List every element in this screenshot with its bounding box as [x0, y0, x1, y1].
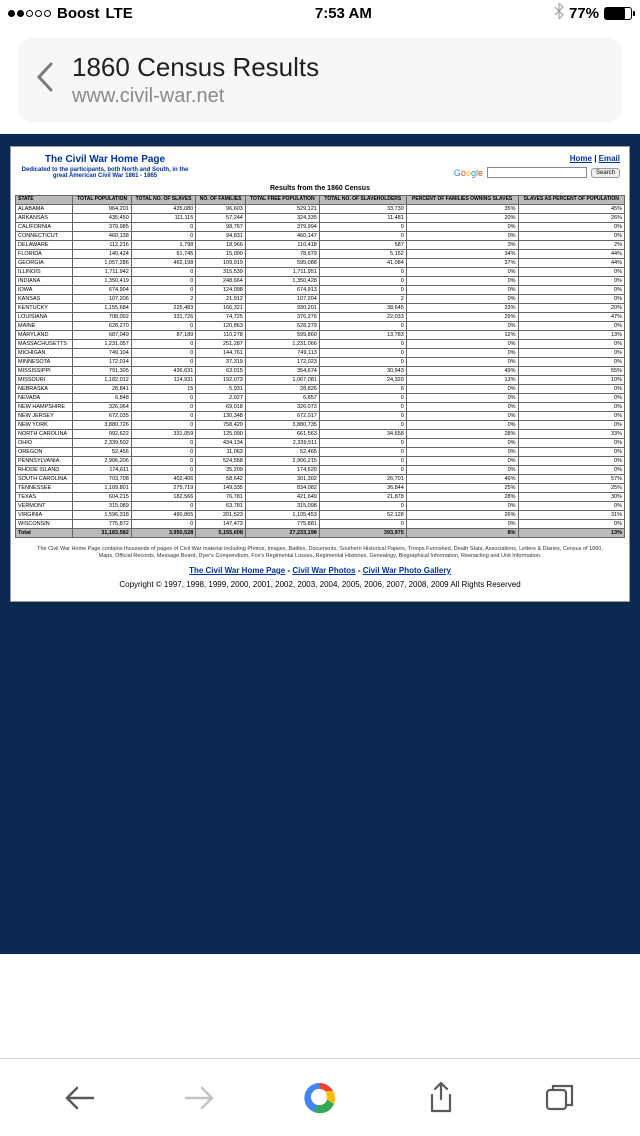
- table-row: KANSAS107,206221,912107,20420%0%: [16, 294, 625, 303]
- page-domain: www.civil-war.net: [72, 85, 319, 108]
- table-row: CONNECTICUT460,138094,831460,14700%0%: [16, 231, 625, 240]
- column-header: SLAVES AS PERCENT OF POPULATION: [518, 196, 624, 205]
- table-row: NEW HAMPSHIRE326,064069,018326,07300%0%: [16, 402, 625, 411]
- footer-links: The Civil War Home Page - Civil War Phot…: [15, 566, 625, 575]
- table-row: MINNESOTA172,014037,319172,02300%0%: [16, 357, 625, 366]
- search-input[interactable]: [487, 167, 587, 178]
- table-row: TENNESSEE1,109,801275,719149,335834,0823…: [16, 483, 625, 492]
- battery-percent: 77%: [569, 5, 599, 22]
- back-chevron-icon[interactable]: [36, 62, 54, 98]
- table-row: GEORGIA1,057,286462,198109,919595,08841,…: [16, 258, 625, 267]
- battery-icon: [604, 7, 632, 20]
- signal-dots: [8, 10, 51, 17]
- search-box: Google Search: [454, 167, 620, 178]
- site-subtitle: Dedicated to the participants, both Nort…: [20, 167, 190, 179]
- table-row: CALIFORNIA379,985098,767379,99400%0%: [16, 222, 625, 231]
- table-row: SOUTH CAROLINA703,708402,40658,642301,30…: [16, 474, 625, 483]
- census-table: STATETOTAL POPULATIONTOTAL NO. OF SLAVES…: [15, 195, 625, 538]
- table-row: NEW YORK3,880,7260758,4203,880,73500%0%: [16, 420, 625, 429]
- table-row: RHODE ISLAND174,611035,209174,62000%0%: [16, 465, 625, 474]
- status-bar: Boost LTE 7:53 AM 77%: [0, 0, 640, 26]
- table-row: NEVADA6,84802,0276,85700%0%: [16, 393, 625, 402]
- tabs-icon[interactable]: [541, 1079, 579, 1117]
- home-link[interactable]: Home: [570, 154, 592, 163]
- url-text: 1860 Census Results www.civil-war.net: [72, 52, 319, 108]
- footer-description: The Civil War Home Page contains thousan…: [35, 546, 605, 561]
- copyright: Copyright © 1997, 1998, 1999, 2000, 2001…: [15, 580, 625, 589]
- table-row: MARYLAND687,04987,189110,278599,86013,78…: [16, 330, 625, 339]
- page-viewport[interactable]: The Civil War Home Page Dedicated to the…: [0, 134, 640, 954]
- table-row: FLORIDA140,42461,74515,09078,6795,15234%…: [16, 249, 625, 258]
- table-row: ALABAMA964,201435,08096,603529,12133,730…: [16, 204, 625, 213]
- carrier-label: Boost: [57, 5, 100, 22]
- table-row: VIRGINIA1,596,318490,865201,5231,105,453…: [16, 510, 625, 519]
- status-left: Boost LTE: [8, 5, 133, 22]
- search-button[interactable]: Search: [591, 168, 620, 178]
- table-row: VERMONT315,089063,781315,09800%0%: [16, 501, 625, 510]
- table-row: LOUISIANA708,002331,72674,725376,27622,0…: [16, 312, 625, 321]
- table-total-row: Total31,183,5823,950,5285,155,60827,233,…: [16, 528, 625, 537]
- table-row: PENNSYLVANIA2,906,2060524,5582,906,21500…: [16, 456, 625, 465]
- table-row: NEBRASKA28,841155,93128,82660%0%: [16, 384, 625, 393]
- table-row: WISCONSIN775,8720147,473775,88100%0%: [16, 519, 625, 528]
- column-header: TOTAL FREE POPULATION: [245, 196, 319, 205]
- table-row: OHIO2,339,5020434,1342,339,51100%0%: [16, 438, 625, 447]
- email-link[interactable]: Email: [599, 154, 620, 163]
- network-label: LTE: [106, 5, 133, 22]
- page-content: The Civil War Home Page Dedicated to the…: [10, 146, 630, 602]
- table-row: MASSACHUSETTS1,231,0570251,2871,231,0660…: [16, 339, 625, 348]
- status-right: 77%: [554, 3, 632, 23]
- top-links: Home | Email: [454, 154, 620, 163]
- column-header: TOTAL POPULATION: [73, 196, 131, 205]
- footer-link-home[interactable]: The Civil War Home Page: [189, 566, 285, 575]
- browser-toolbar: [0, 1058, 640, 1136]
- column-header: TOTAL NO. OF SLAVES: [131, 196, 196, 205]
- table-row: IOWA674,9040124,098674,91300%0%: [16, 285, 625, 294]
- table-row: MISSOURI1,182,012114,931192,0731,067,081…: [16, 375, 625, 384]
- table-row: MICHIGAN749,1040144,761749,11300%0%: [16, 348, 625, 357]
- site-title: The Civil War Home Page: [20, 154, 190, 165]
- google-logo: Google: [454, 168, 483, 178]
- share-icon[interactable]: [422, 1079, 460, 1117]
- table-row: MAINE628,2700120,863628,27900%0%: [16, 321, 625, 330]
- url-bar[interactable]: 1860 Census Results www.civil-war.net: [18, 38, 622, 122]
- bluetooth-icon: [554, 3, 564, 23]
- footer-link-photos[interactable]: Civil War Photos: [292, 566, 355, 575]
- table-row: NEW JERSEY672,0350130,348672,01700%0%: [16, 411, 625, 420]
- forward-icon[interactable]: [180, 1079, 218, 1117]
- footer-link-gallery[interactable]: Civil War Photo Gallery: [363, 566, 451, 575]
- table-row: NORTH CAROLINA992,622331,059125,090661,5…: [16, 429, 625, 438]
- table-row: DELAWARE112,2161,79818,966110,4185873%2%: [16, 240, 625, 249]
- table-row: TEXAS604,215182,56676,781421,64921,87828…: [16, 492, 625, 501]
- page-title: 1860 Census Results: [72, 52, 319, 83]
- table-row: KENTUCKY1,155,684225,483166,321930,20138…: [16, 303, 625, 312]
- column-header: PERCENT OF FAMILIES OWNING SLAVES: [406, 196, 518, 205]
- table-row: OREGON52,456011,06352,46500%0%: [16, 447, 625, 456]
- table-row: MISSISSIPPI791,305436,63163,015354,67430…: [16, 366, 625, 375]
- table-row: ARKANSAS435,450111,11557,244324,33511,48…: [16, 213, 625, 222]
- table-row: ILLINOIS1,711,9420315,5391,711,95100%0%: [16, 267, 625, 276]
- back-icon[interactable]: [61, 1079, 99, 1117]
- column-header: STATE: [16, 196, 73, 205]
- column-header: NO. OF FAMILIES: [196, 196, 246, 205]
- column-header: TOTAL NO. OF SLAVEHOLDERS: [319, 196, 406, 205]
- table-title: Results from the 1860 Census: [15, 185, 625, 192]
- table-row: INDIANA1,350,4190248,6641,350,42800%0%: [16, 276, 625, 285]
- clock: 7:53 AM: [133, 5, 554, 22]
- google-home-icon[interactable]: [299, 1077, 341, 1119]
